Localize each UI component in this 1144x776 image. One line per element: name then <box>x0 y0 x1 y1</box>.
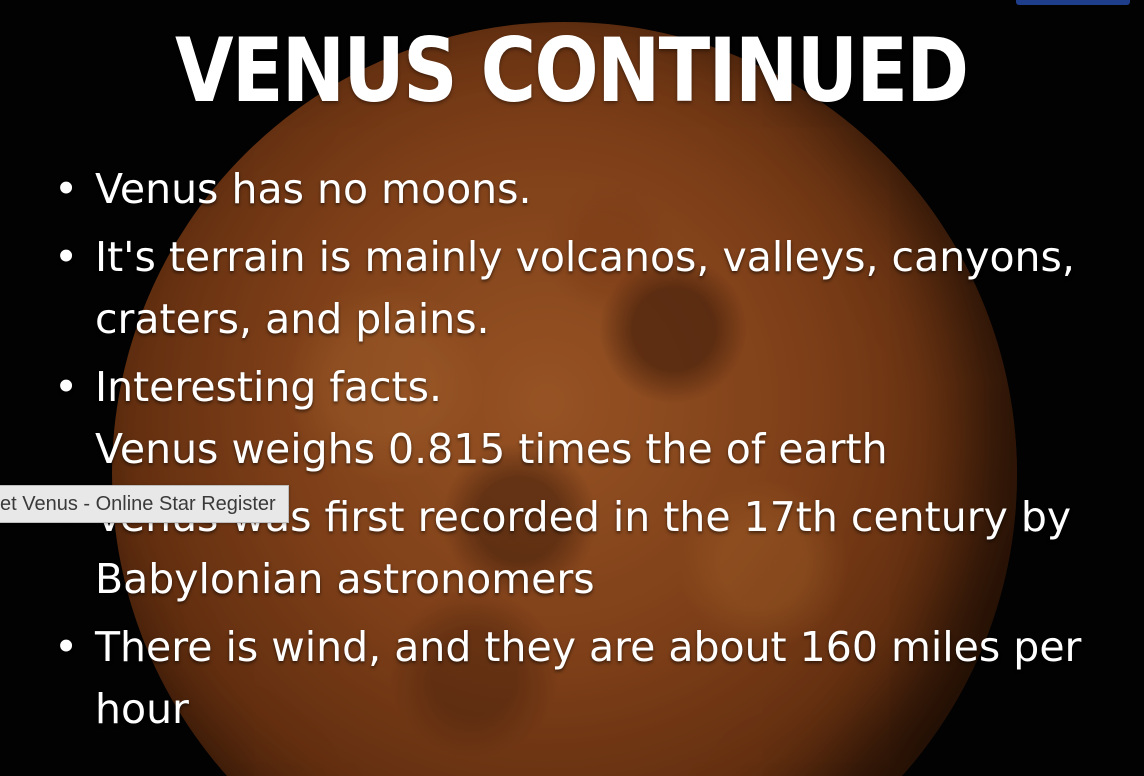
bullet-dot-icon: • <box>54 363 79 411</box>
bullet-item: • There is wind, and they are about 160 … <box>50 616 1120 740</box>
bullet-dot-icon: • <box>54 623 79 671</box>
bullet-text: Venus has no moons. <box>95 165 532 213</box>
top-accent-bar <box>1016 0 1130 5</box>
bullet-text: It's terrain is mainly volcanos, valleys… <box>95 233 1075 343</box>
bullet-text: Interesting facts. Venus weighs 0.815 ti… <box>95 363 888 473</box>
bullet-dot-icon: • <box>54 233 79 281</box>
bullet-item: • Interesting facts. Venus weighs 0.815 … <box>50 356 1120 480</box>
bullet-dot-icon: • <box>54 165 79 213</box>
bullet-item: • It's terrain is mainly volcanos, valle… <box>50 226 1120 350</box>
bullet-text: There is wind, and they are about 160 mi… <box>95 623 1082 733</box>
image-credit-tooltip: et Venus - Online Star Register <box>0 485 289 523</box>
bullet-item: • Venus has no moons. <box>50 158 1120 220</box>
bullet-list: • Venus has no moons. • It's terrain is … <box>50 158 1120 746</box>
venus-background-image <box>112 22 1017 776</box>
slide-title: VENUS CONTINUED <box>174 19 969 122</box>
